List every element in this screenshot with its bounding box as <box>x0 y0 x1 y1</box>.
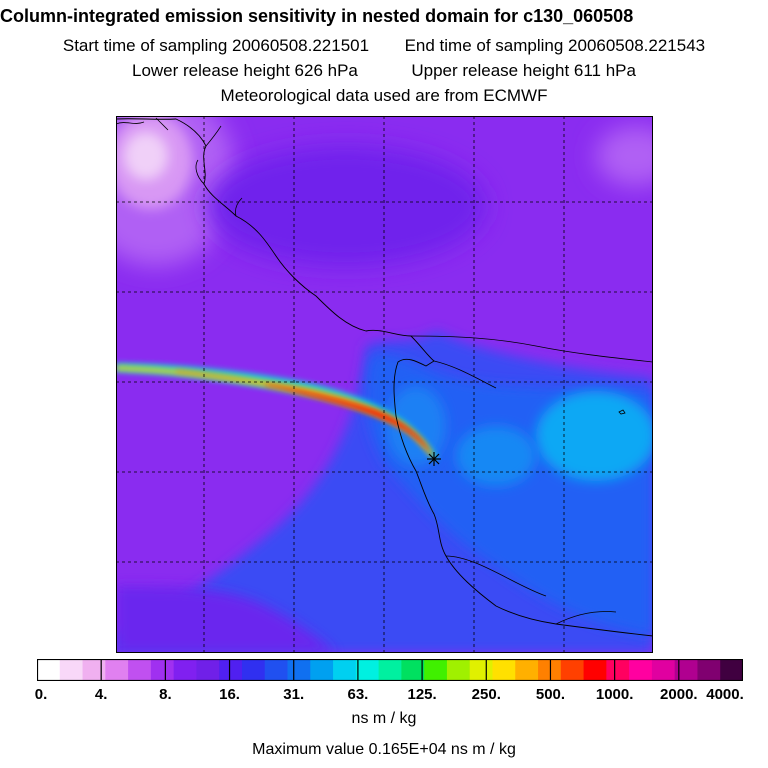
lower-release-label: Lower release height 626 hPa <box>132 61 358 80</box>
start-time-label: Start time of sampling 20060508.221501 <box>62 36 370 55</box>
colorbar-swatch <box>424 659 448 681</box>
dark-purple-zone <box>206 146 486 266</box>
colorbar-swatch <box>469 659 493 681</box>
map-title: Column-integrated emission sensitivity i… <box>0 6 634 26</box>
colorbar-swatch <box>59 659 84 681</box>
colorbar-tick-label: 250. <box>471 686 501 703</box>
colorbar-swatch <box>355 659 380 681</box>
colorbar-tick-label: 4000. <box>706 686 744 703</box>
cyan-region-coast <box>386 386 446 466</box>
pale-pink-zone <box>124 132 168 180</box>
colorbar-swatch <box>82 659 106 681</box>
colorbar-swatch <box>651 659 676 681</box>
colorbar-swatch <box>492 659 516 681</box>
upper-release-label: Upper release height 611 hPa <box>411 61 636 80</box>
cyan-region-east <box>536 391 653 481</box>
met-data-label: Meteorological data used are from ECMWF <box>220 86 548 105</box>
colorbar-swatch <box>720 659 743 681</box>
end-time-label: End time of sampling 20060508.221543 <box>404 36 706 55</box>
colorbar-swatch <box>583 659 607 681</box>
sampling-times: Start time of sampling 20060508.221501 E… <box>0 36 768 56</box>
colorbar-swatch <box>606 659 630 681</box>
colorbar-tick-label: 125. <box>407 686 437 703</box>
colorbar-units: ns m / kg <box>351 710 417 727</box>
colorbar-swatch <box>287 659 311 681</box>
colorbar-tick-label: 1000. <box>595 686 634 703</box>
release-heights: Lower release height 626 hPa Upper relea… <box>0 61 768 81</box>
colorbar-swatch <box>333 659 357 681</box>
land-border <box>410 335 653 363</box>
colorbar-swatch <box>378 659 402 681</box>
sensitivity-map <box>116 116 653 653</box>
colorbar-swatch <box>173 659 197 681</box>
colorbar-tick-label: 2000. <box>660 686 698 703</box>
coastline-inlets <box>195 125 243 217</box>
colorbar-swatch <box>105 659 129 681</box>
colorbar-swatch <box>219 659 243 681</box>
purple-region-south <box>116 586 336 653</box>
colorbar-swatch <box>629 659 653 681</box>
colorbar-tick-label: 0. <box>34 686 48 703</box>
colorbar-swatch <box>264 659 289 681</box>
colorbar-frame <box>37 659 743 681</box>
cyan-region-center <box>456 426 536 486</box>
colorbar-swatch <box>310 659 334 681</box>
island <box>618 409 626 415</box>
light-purple-zone-east <box>596 126 653 186</box>
land-border-3 <box>445 555 617 625</box>
colorbar-swatch <box>538 659 562 681</box>
colorbar-swatch <box>560 659 585 681</box>
colorbar-tick-label: 31. <box>283 686 305 703</box>
colorbar-swatch <box>401 659 425 681</box>
colorbar-tick-label: 500. <box>535 686 566 703</box>
colorbar-tick-label: 63. <box>347 686 369 703</box>
release-point-icon <box>427 452 441 466</box>
land-border-2 <box>433 360 497 389</box>
colorbar-swatch <box>150 659 175 681</box>
colorbar-swatch <box>515 659 539 681</box>
colorbar-tick-label: 4. <box>94 686 108 703</box>
colorbar-swatch <box>446 659 471 681</box>
colorbar-swatch <box>241 659 266 681</box>
colorbar-tick-label: 8. <box>159 686 172 703</box>
colorbar-swatch <box>196 659 220 681</box>
colorbar <box>37 659 743 681</box>
colorbar-swatch <box>128 659 152 681</box>
max-value-label: Maximum value 0.165E+04 ns m / kg <box>252 741 516 758</box>
coastline-north <box>116 117 169 131</box>
colorbar-swatch <box>37 659 61 681</box>
colorbar-tick-label: 16. <box>219 686 240 703</box>
colorbar-swatch <box>674 659 698 681</box>
map-frame <box>116 116 653 653</box>
colorbar-swatch <box>697 659 721 681</box>
